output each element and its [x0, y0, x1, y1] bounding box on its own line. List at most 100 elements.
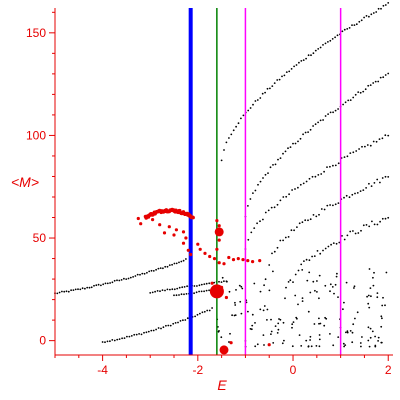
black-point — [276, 332, 279, 334]
black-point — [349, 230, 352, 233]
black-point — [109, 282, 111, 284]
black-point — [314, 175, 317, 178]
black-point — [290, 68, 293, 70]
black-point — [278, 318, 280, 320]
black-point — [344, 344, 347, 346]
black-point — [118, 279, 121, 282]
black-point — [149, 292, 152, 294]
black-point — [282, 239, 284, 242]
y-ticks: 0 50 100 150 — [26, 11, 55, 348]
black-point — [346, 330, 349, 333]
black-point — [326, 166, 328, 169]
red-point — [198, 247, 202, 251]
black-point — [61, 290, 63, 293]
red-point — [139, 222, 143, 226]
black-point — [237, 122, 240, 125]
black-point — [161, 289, 164, 291]
x-axis-label: E — [217, 377, 227, 393]
black-point — [252, 192, 254, 195]
red-point — [215, 219, 219, 223]
black-point — [352, 96, 355, 99]
black-point — [272, 164, 274, 166]
black-point — [220, 281, 223, 283]
black-point — [143, 272, 146, 275]
black-point — [292, 281, 294, 283]
red-point — [231, 258, 236, 262]
x-tick-label: 2 — [385, 363, 392, 377]
black-point — [343, 238, 346, 241]
black-point — [180, 293, 183, 296]
black-point — [351, 341, 354, 344]
black-point — [346, 331, 349, 334]
black-point — [308, 177, 311, 180]
black-point — [179, 320, 182, 322]
black-point — [367, 84, 370, 87]
black-point — [116, 279, 118, 282]
black-point — [298, 61, 300, 64]
black-point — [351, 193, 354, 196]
black-point — [326, 204, 329, 207]
black-point — [228, 341, 230, 343]
black-point — [290, 229, 293, 232]
black-point — [349, 330, 352, 332]
black-point — [205, 282, 208, 285]
plot-area — [54, 0, 393, 355]
black-point — [346, 155, 349, 158]
black-point — [285, 286, 287, 289]
black-point — [220, 159, 223, 162]
black-point — [384, 304, 386, 307]
black-point — [364, 145, 366, 148]
black-point — [256, 99, 259, 101]
black-point — [162, 326, 165, 329]
black-point — [308, 271, 311, 274]
black-point — [379, 76, 382, 79]
black-point — [305, 339, 308, 342]
black-point — [271, 85, 274, 87]
black-point — [262, 177, 264, 179]
black-point — [218, 280, 220, 283]
black-point — [305, 57, 307, 60]
black-point — [367, 294, 370, 297]
black-point — [240, 312, 243, 315]
black-point — [251, 324, 254, 327]
black-point — [376, 223, 379, 226]
black-point — [240, 285, 243, 288]
black-point — [301, 269, 304, 271]
black-point — [372, 276, 374, 279]
black-point — [329, 290, 331, 293]
red-point — [191, 215, 195, 220]
black-point — [283, 74, 286, 77]
black-point — [201, 311, 204, 314]
black-point — [241, 287, 244, 290]
black-point — [271, 252, 273, 255]
black-point — [269, 87, 271, 90]
black-point — [387, 176, 390, 178]
black-point — [362, 90, 365, 93]
black-point — [291, 345, 294, 348]
black-point — [157, 267, 160, 270]
y-tick-label: 50 — [33, 231, 47, 245]
black-point — [366, 295, 368, 298]
black-point — [373, 271, 375, 274]
black-point — [148, 270, 151, 273]
black-point — [242, 114, 245, 117]
black-point — [173, 288, 176, 291]
black-point — [354, 232, 357, 235]
black-point — [152, 329, 155, 332]
black-point — [203, 283, 206, 285]
black-point — [277, 158, 279, 161]
black-point — [343, 28, 346, 31]
black-point — [387, 134, 390, 137]
black-point — [127, 277, 130, 280]
black-point — [175, 294, 178, 297]
black-point — [372, 284, 375, 287]
black-point — [302, 133, 304, 136]
black-point — [337, 162, 340, 165]
black-point — [232, 129, 235, 132]
black-point — [200, 283, 203, 286]
black-point — [317, 121, 319, 124]
black-point — [385, 271, 388, 274]
black-point — [343, 301, 345, 304]
black-point — [362, 224, 365, 227]
black-point — [259, 220, 261, 223]
